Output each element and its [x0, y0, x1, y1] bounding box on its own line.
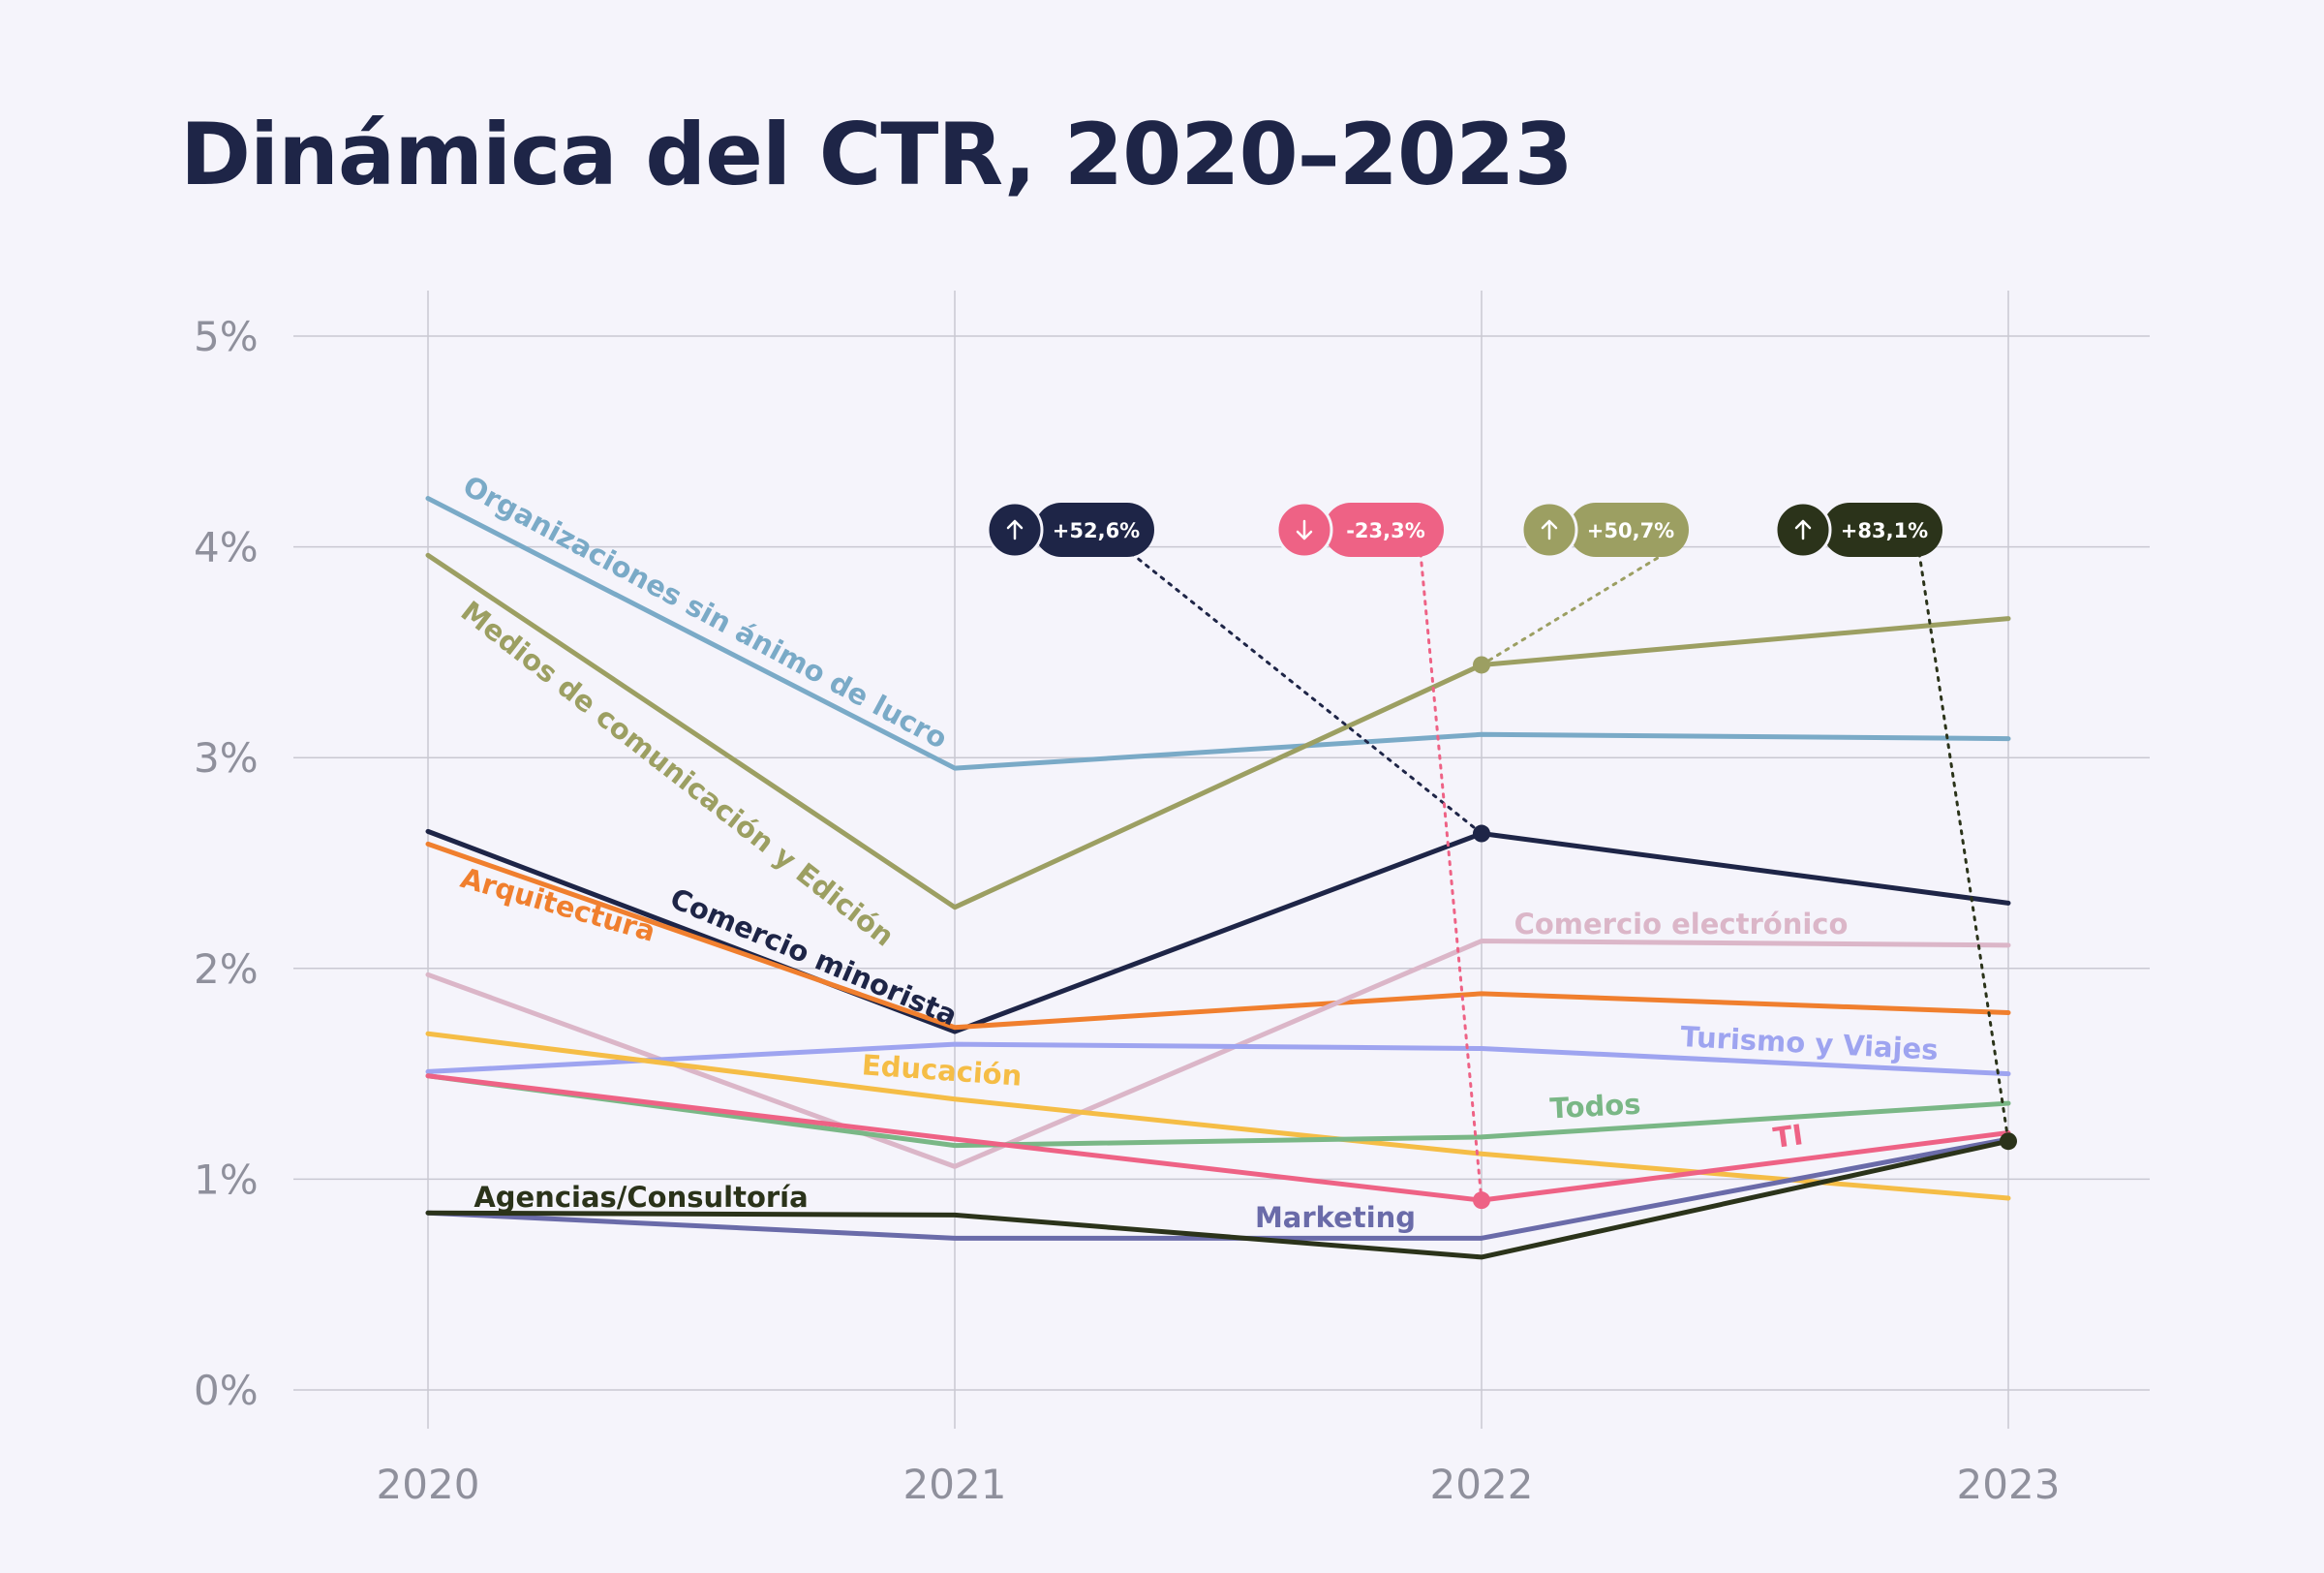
chart-title: Dinámica del CTR, 2020–2023 [180, 105, 1574, 204]
series-line-ti [425, 1073, 2011, 1203]
annotation-label: +52,6% [1053, 519, 1140, 542]
series-line-comercio-electronico [425, 939, 2011, 1169]
series-lines [425, 496, 2011, 1260]
annotation-point [1473, 656, 1490, 674]
y-tick-label: 4% [194, 524, 259, 571]
annotation-badge: +50,7% [1520, 501, 1689, 559]
y-tick-label: 5% [194, 313, 259, 360]
annotation-pill [1569, 503, 1689, 557]
annotation-leader [1419, 551, 1483, 1202]
series-line-turismo-y-viajes [425, 1041, 2011, 1077]
x-tick-label: 2022 [1430, 1461, 1534, 1508]
series-label-comercio-electronico: Comercio electrónico [1514, 908, 1849, 941]
x-tick-label: 2023 [1957, 1461, 2061, 1508]
series-labels: Organizaciones sin ánimo de lucroMedios … [455, 469, 1940, 1234]
series-label-marketing: Marketing [1255, 1201, 1416, 1234]
x-tick-label: 2020 [377, 1461, 480, 1508]
x-tick-label: 2021 [903, 1461, 1007, 1508]
y-tick-label: 3% [194, 734, 259, 782]
series-line-agencias-consultoria [425, 1138, 2011, 1260]
annotation-badge: +52,6% [986, 501, 1154, 559]
y-tick-label: 0% [194, 1367, 259, 1414]
annotation-point [1473, 824, 1490, 843]
series-label-agencias-consultoria: Agencias/Consultoría [474, 1181, 808, 1214]
annotations: +52,6% -23,3% +50,7% +83,1% [986, 501, 2017, 1210]
series-line-educacion [425, 1031, 2011, 1201]
annotation-pill [1324, 503, 1444, 557]
series-label-todos: Todos [1549, 1088, 1641, 1126]
annotation-pill [1034, 503, 1154, 557]
grid: 0% 1% 2% 3% 4% 5% 2020 2021 2022 2023 [194, 291, 2150, 1508]
arrow-up-glyph [1006, 519, 1024, 540]
annotation-label: +50,7% [1587, 519, 1674, 542]
series-line-todos [425, 1073, 2011, 1149]
annotation-leader [1917, 551, 2010, 1143]
annotation-point [1473, 1191, 1490, 1210]
annotation-pill [1822, 503, 1942, 557]
series-label-comercio-minorista: Comercio minorista [665, 881, 962, 1033]
series-line-organizaciones-sin-animo-de-lucro [425, 496, 2011, 771]
series-label-ti: TI [1771, 1118, 1805, 1155]
y-tick-label: 1% [194, 1156, 259, 1203]
series-line-arquitectura [425, 841, 2011, 1031]
annotation-label: -23,3% [1346, 519, 1425, 542]
annotation-badge: -23,3% [1275, 501, 1444, 559]
series-label-organizaciones-sin-animo-de-lucro: Organizaciones sin ánimo de lucro [458, 469, 953, 755]
series-label-arquitectura: Arquitectura [457, 861, 659, 948]
annotation-leader [1480, 551, 1667, 666]
arrow-up-glyph [1794, 519, 1812, 540]
annotation-point [2000, 1132, 2017, 1151]
arrow-up-glyph [1541, 519, 1558, 540]
annotation-badge: +83,1% [1774, 501, 1942, 559]
annotation-leader [1129, 551, 1483, 836]
series-line-comercio-minorista [425, 828, 2011, 1034]
annotation-label: +83,1% [1841, 519, 1928, 542]
series-line-medios-de-comunicacion-y-edicion [425, 552, 2011, 910]
series-label-educacion: Educación [861, 1048, 1024, 1092]
y-tick-label: 2% [194, 945, 259, 993]
arrow-down-glyph [1296, 519, 1313, 540]
